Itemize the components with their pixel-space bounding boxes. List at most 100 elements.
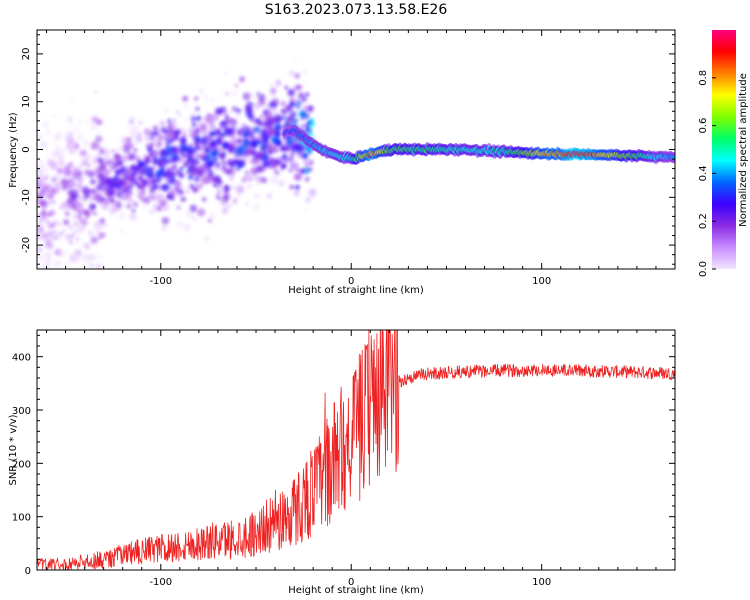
- spectrogram-point: [245, 101, 254, 110]
- spectrogram-point: [220, 123, 228, 131]
- spectrogram-point: [76, 133, 84, 141]
- spectrogram-point: [295, 168, 299, 172]
- spectrogram-point: [178, 113, 181, 117]
- spectrogram-point: [231, 106, 238, 112]
- spectrogram-point: [288, 168, 293, 172]
- spectrogram-point: [136, 131, 142, 137]
- spectrogram-point: [121, 196, 125, 200]
- spectrogram-point: [82, 161, 87, 166]
- spectrogram-point: [270, 175, 279, 184]
- spectrogram-point: [221, 109, 228, 116]
- spectrogram-point: [106, 195, 115, 204]
- spectrogram-point: [235, 166, 241, 171]
- spectrogram-point: [245, 141, 249, 146]
- spectrogram-point: [46, 200, 52, 206]
- spectrogram-point: [157, 206, 162, 212]
- spectrogram-point: [293, 190, 300, 197]
- spectrogram-point: [285, 120, 289, 124]
- spectrogram-point: [54, 249, 61, 256]
- spectrogram-point: [122, 154, 130, 162]
- spectrogram-point: [221, 207, 229, 215]
- spectrogram-point: [88, 203, 96, 211]
- spectrogram-point: [210, 99, 214, 102]
- spectrogram-point: [84, 169, 91, 176]
- spectrogram-point: [126, 204, 131, 209]
- spectrogram-point: [294, 72, 301, 79]
- spectrogram-point: [224, 71, 228, 75]
- spectrogram-point: [253, 192, 261, 200]
- spectrogram-point: [308, 190, 316, 199]
- spectrogram-point: [69, 122, 73, 126]
- spectrogram-point: [72, 166, 78, 172]
- x-tick-label: -100: [149, 276, 172, 287]
- spectrogram-point: [53, 160, 62, 169]
- spectrogram-point: [194, 96, 199, 101]
- spectrogram-point: [137, 185, 140, 188]
- spectrogram-point: [56, 175, 61, 179]
- spectrogram-point: [93, 212, 97, 216]
- spectrogram-point: [53, 235, 58, 241]
- spectrogram-point: [68, 183, 73, 189]
- spectrogram-point: [183, 153, 188, 158]
- spectrogram-point: [97, 118, 103, 125]
- spectrogram-point: [240, 122, 245, 127]
- spectrogram-point: [189, 167, 198, 175]
- spectrogram-point: [59, 207, 62, 210]
- spectrogram-point: [39, 213, 48, 222]
- spectrogram-point: [296, 99, 302, 105]
- spectrogram-point: [148, 152, 154, 158]
- spectrogram-point: [279, 147, 284, 152]
- spectrogram-point: [252, 167, 257, 172]
- spectrogram-point: [79, 163, 84, 168]
- spectrogram-point: [129, 212, 138, 222]
- spectrogram-point: [69, 255, 77, 263]
- spectrogram-point: [262, 121, 266, 125]
- spectrogram-point: [37, 253, 45, 261]
- spectrogram-point: [159, 194, 165, 200]
- spectrogram-point: [161, 224, 168, 231]
- spectrogram-point: [255, 182, 260, 186]
- spectrogram-point: [89, 122, 98, 131]
- spectrogram-point: [188, 143, 193, 148]
- spectrogram-point: [216, 139, 223, 146]
- spectrogram-point: [218, 153, 225, 159]
- spectrogram-point: [90, 236, 99, 245]
- spectrogram-point: [110, 202, 114, 206]
- spectrogram-point: [171, 156, 179, 163]
- spectrogram-point: [135, 191, 142, 198]
- spectrogram-point: [256, 133, 264, 140]
- spectrogram-point: [210, 113, 216, 119]
- spectrogram-y-ticks: -20 -10 0 10 20: [21, 34, 675, 265]
- snr-frame: [36, 329, 676, 571]
- spectrogram-point: [305, 196, 312, 204]
- spectrogram-point: [66, 142, 74, 150]
- spectrogram-point: [269, 87, 277, 95]
- spectrogram-point: [118, 212, 126, 220]
- spectrogram-point: [176, 205, 182, 211]
- spectrogram-point: [236, 108, 242, 114]
- spectrogram-point: [235, 112, 241, 118]
- spectrogram-point: [74, 249, 82, 257]
- spectrogram-point: [245, 183, 253, 190]
- snr-plot-area: [37, 330, 675, 570]
- spectrogram-point: [179, 136, 187, 145]
- spectrogram-point: [82, 255, 91, 264]
- spectrogram-x-axis-label: Height of straight line (km): [288, 285, 424, 296]
- spectrogram-point: [150, 142, 156, 147]
- spectrogram-point: [236, 137, 243, 145]
- spectrogram-point: [115, 200, 122, 208]
- spectrogram-point: [127, 189, 133, 196]
- spectrogram-point: [115, 191, 123, 199]
- spectrogram-point: [211, 124, 216, 130]
- y-tick-label: 100: [12, 513, 31, 524]
- spectrogram-point: [289, 70, 295, 76]
- spectrogram-point: [165, 146, 168, 150]
- spectrogram-point: [307, 149, 313, 155]
- spectrogram-point: [263, 96, 269, 102]
- spectrogram-point: [109, 165, 116, 172]
- spectrogram-point: [270, 145, 275, 150]
- spectrogram-point: [49, 244, 54, 249]
- spectrogram-point: [170, 185, 179, 194]
- spectrogram-point: [58, 286, 66, 294]
- spectrogram-point: [309, 118, 314, 123]
